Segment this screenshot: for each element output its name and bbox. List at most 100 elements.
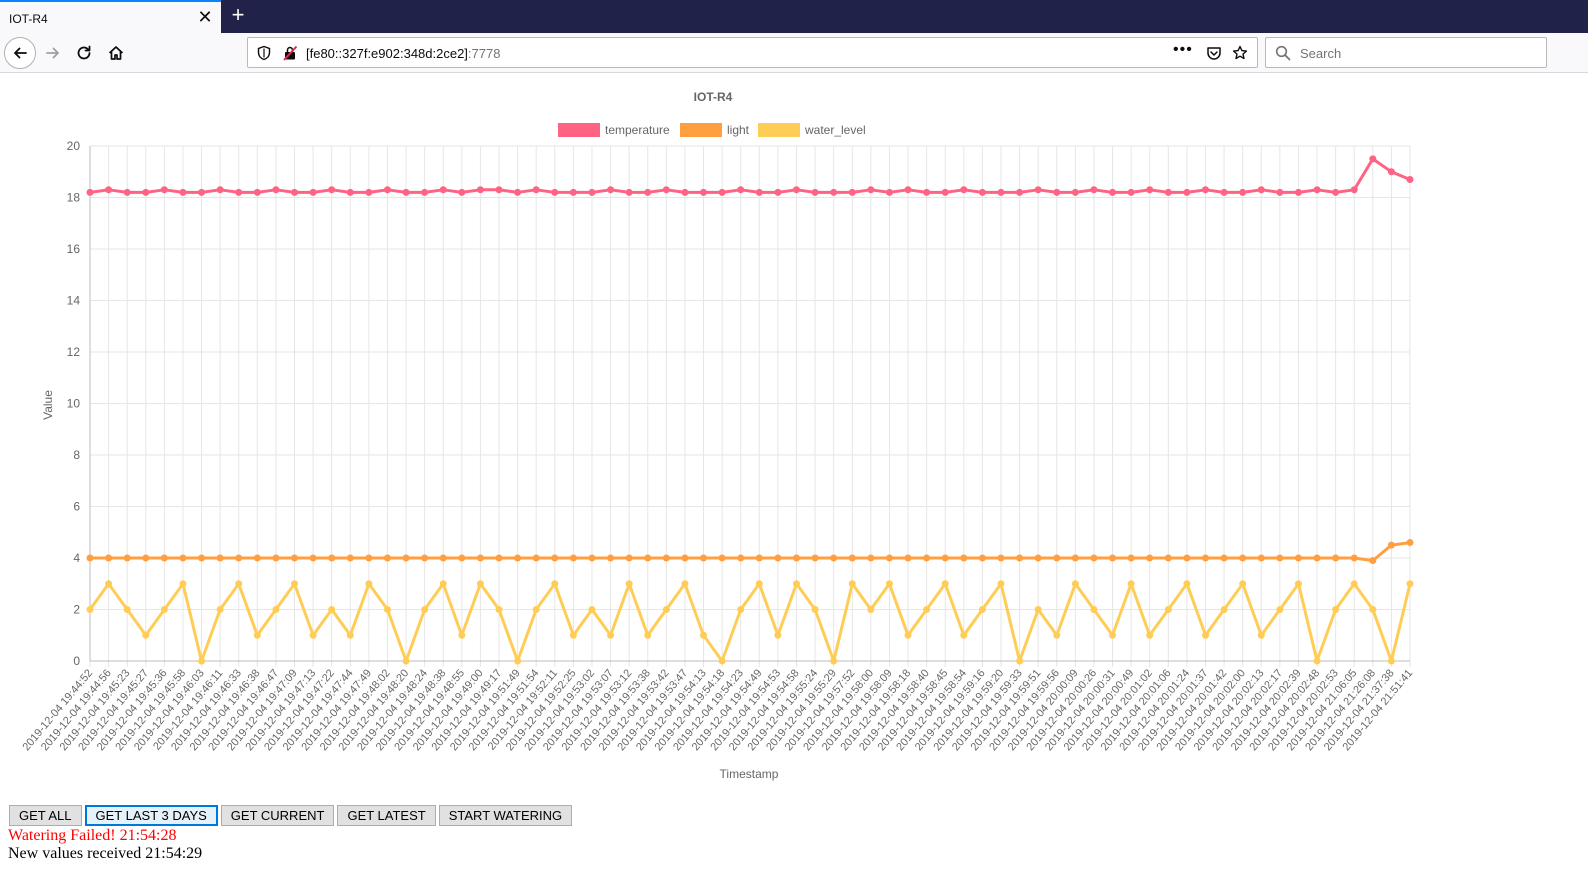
- data-point[interactable]: [514, 657, 522, 665]
- data-point[interactable]: [569, 554, 577, 562]
- data-point[interactable]: [383, 606, 391, 613]
- data-point[interactable]: [458, 554, 466, 562]
- data-point[interactable]: [1257, 186, 1265, 194]
- data-point[interactable]: [867, 186, 875, 194]
- data-point[interactable]: [439, 580, 447, 588]
- data-point[interactable]: [1294, 554, 1302, 562]
- data-point[interactable]: [588, 188, 596, 196]
- data-point[interactable]: [1332, 188, 1340, 196]
- data-point[interactable]: [1350, 554, 1358, 562]
- data-point[interactable]: [291, 580, 299, 588]
- data-point[interactable]: [997, 188, 1005, 196]
- data-point[interactable]: [198, 188, 206, 196]
- data-point[interactable]: [514, 188, 522, 196]
- data-point[interactable]: [532, 606, 540, 613]
- data-point[interactable]: [272, 554, 280, 562]
- data-point[interactable]: [737, 606, 745, 613]
- tab-close-icon[interactable]: ✕: [197, 7, 213, 27]
- data-point[interactable]: [1313, 657, 1321, 665]
- home-button[interactable]: [100, 37, 132, 69]
- data-point[interactable]: [272, 606, 280, 613]
- data-point[interactable]: [792, 554, 800, 562]
- data-point[interactable]: [904, 631, 912, 639]
- data-point[interactable]: [755, 580, 763, 588]
- data-point[interactable]: [309, 631, 317, 639]
- data-point[interactable]: [1201, 631, 1209, 639]
- data-point[interactable]: [1257, 631, 1265, 639]
- data-point[interactable]: [1201, 554, 1209, 562]
- url-bar[interactable]: [fe80::327f:e902:348d:2ce2]:7778 •••: [247, 37, 1258, 68]
- data-point[interactable]: [681, 188, 689, 196]
- search-input[interactable]: [1300, 44, 1530, 62]
- data-point[interactable]: [774, 188, 782, 196]
- data-point[interactable]: [1276, 554, 1284, 562]
- data-point[interactable]: [811, 188, 819, 196]
- data-point[interactable]: [811, 554, 819, 562]
- data-point[interactable]: [737, 186, 745, 194]
- url-text[interactable]: [fe80::327f:e902:348d:2ce2]:7778: [306, 46, 500, 61]
- data-point[interactable]: [1053, 554, 1061, 562]
- data-point[interactable]: [383, 186, 391, 194]
- data-point[interactable]: [1016, 657, 1024, 665]
- data-point[interactable]: [439, 554, 447, 562]
- data-point[interactable]: [253, 631, 261, 639]
- data-point[interactable]: [1183, 188, 1191, 196]
- data-point[interactable]: [755, 554, 763, 562]
- data-point[interactable]: [997, 554, 1005, 562]
- data-point[interactable]: [328, 186, 336, 194]
- get-latest-button[interactable]: GET LATEST: [337, 805, 436, 826]
- data-point[interactable]: [1332, 606, 1340, 613]
- data-point[interactable]: [1127, 554, 1135, 562]
- data-point[interactable]: [402, 554, 410, 562]
- data-point[interactable]: [867, 554, 875, 562]
- data-point[interactable]: [1183, 580, 1191, 588]
- start-watering-button[interactable]: START WATERING: [438, 805, 573, 826]
- data-point[interactable]: [718, 554, 726, 562]
- data-point[interactable]: [1127, 580, 1135, 588]
- data-point[interactable]: [1350, 580, 1358, 588]
- data-point[interactable]: [1239, 580, 1247, 588]
- data-point[interactable]: [1016, 554, 1024, 562]
- data-point[interactable]: [700, 631, 708, 639]
- data-point[interactable]: [476, 554, 484, 562]
- data-point[interactable]: [272, 186, 280, 194]
- data-point[interactable]: [458, 631, 466, 639]
- data-point[interactable]: [1146, 554, 1154, 562]
- data-point[interactable]: [495, 186, 503, 194]
- get-current-button[interactable]: GET CURRENT: [220, 805, 335, 826]
- get-last-3-days-button[interactable]: GET LAST 3 DAYS: [84, 805, 218, 826]
- data-point[interactable]: [923, 554, 931, 562]
- data-point[interactable]: [1090, 606, 1098, 613]
- reload-button[interactable]: [68, 37, 100, 69]
- data-point[interactable]: [1313, 186, 1321, 194]
- data-point[interactable]: [1109, 188, 1117, 196]
- data-point[interactable]: [551, 554, 559, 562]
- data-point[interactable]: [309, 188, 317, 196]
- data-point[interactable]: [588, 606, 596, 613]
- data-point[interactable]: [1164, 188, 1172, 196]
- data-point[interactable]: [978, 188, 986, 196]
- data-point[interactable]: [904, 186, 912, 194]
- data-point[interactable]: [1183, 554, 1191, 562]
- data-point[interactable]: [123, 188, 131, 196]
- data-point[interactable]: [383, 554, 391, 562]
- data-point[interactable]: [198, 554, 206, 562]
- new-tab-icon[interactable]: +: [231, 2, 245, 27]
- data-point[interactable]: [662, 554, 670, 562]
- bookmark-star-icon[interactable]: [1232, 45, 1248, 61]
- data-point[interactable]: [923, 188, 931, 196]
- tab-iot-r4[interactable]: IOT-R4 ✕: [0, 0, 221, 33]
- data-point[interactable]: [1220, 606, 1228, 613]
- data-point[interactable]: [328, 606, 336, 613]
- data-point[interactable]: [86, 606, 94, 613]
- data-point[interactable]: [235, 188, 243, 196]
- data-point[interactable]: [718, 188, 726, 196]
- data-point[interactable]: [1090, 554, 1098, 562]
- data-point[interactable]: [607, 631, 615, 639]
- data-point[interactable]: [1164, 554, 1172, 562]
- data-point[interactable]: [718, 657, 726, 665]
- data-point[interactable]: [941, 554, 949, 562]
- legend-item-light[interactable]: light: [680, 123, 750, 137]
- data-point[interactable]: [216, 186, 224, 194]
- data-point[interactable]: [514, 554, 522, 562]
